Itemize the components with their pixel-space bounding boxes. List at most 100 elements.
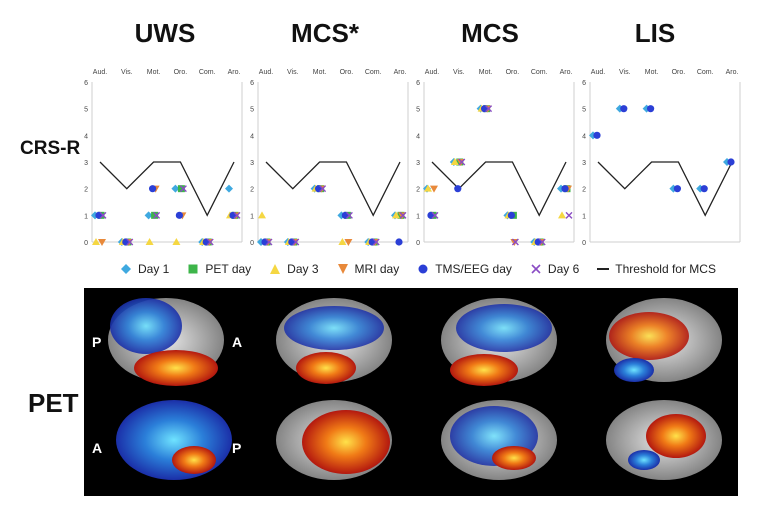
crs-r-axis-label: CRS-R [20, 138, 81, 159]
panel-1-tms-eeg-day-point-0 [261, 238, 269, 246]
legend-triangle-down-icon [337, 264, 348, 274]
panel-2-category-4: Com. [531, 69, 548, 76]
panel-title-uws: UWS [134, 18, 196, 48]
panel-1-ytick-1: 1 [250, 213, 254, 220]
panel-1-ytick-2: 2 [250, 187, 254, 194]
legend-item: TMS/EEG day [417, 262, 512, 276]
panel-3-ytick-6: 6 [582, 80, 586, 87]
panel-2-day-6-point-3 [511, 238, 519, 246]
panel-0-category-4: Com. [199, 69, 216, 76]
chart-legend: Day 1 PET day Day 3 MRI day TMS/EEG day Day 6… [120, 262, 716, 276]
panel-3-ytick-0: 0 [582, 240, 586, 247]
panel-3-ytick-5: 5 [582, 107, 586, 114]
panel-1-tms-eeg-day-point-4 [368, 238, 376, 246]
legend-label: Day 1 [138, 262, 170, 276]
panel-2-day-6-point-4 [538, 238, 546, 246]
panel-0-ytick-1: 1 [84, 213, 88, 220]
panel-2-day-3-point-1 [450, 158, 459, 165]
orientation-label-a-top: A [232, 334, 243, 350]
legend-marker-4 [418, 264, 428, 274]
panel-0-day-1-point-3 [171, 184, 180, 193]
panel-3-category-3: Oro. [672, 69, 686, 76]
panel-0-day-3-point-0 [92, 238, 100, 245]
panel-0-mri-day-point-0 [98, 239, 106, 246]
panel-0-category-1: Vis. [121, 69, 133, 76]
panel-3-ytick-2: 2 [582, 187, 586, 194]
panel-1-ytick-4: 4 [250, 133, 254, 140]
panel-1-tms-eeg-day-point-5 [395, 238, 403, 246]
panel-0-category-5: Aro. [228, 69, 241, 76]
panel-2-tms-eeg-day-point-0 [427, 211, 435, 219]
panel-0-day-6-point-3 [179, 185, 187, 193]
legend-label: Threshold for MCS [615, 262, 716, 276]
panel-0-pet-day-point-2 [151, 211, 159, 219]
panel-2-ytick-3: 3 [416, 160, 420, 167]
panel-2-ytick-1: 1 [416, 213, 420, 220]
panel-2-category-1: Vis. [453, 69, 465, 76]
legend-line-icon [597, 268, 610, 270]
panel-2-day-6-point-0 [431, 211, 439, 219]
panel-1-ytick-0: 0 [250, 240, 254, 247]
panel-2-category-3: Oro. [506, 69, 520, 76]
panel-1-category-5: Aro. [394, 69, 407, 76]
panel-2-ytick-6: 6 [416, 80, 420, 87]
panel-2-day-6-point-2 [485, 105, 493, 113]
panel-title-mcs: MCS [461, 18, 519, 48]
orientation-label-p-bottom: P [232, 440, 242, 456]
panel-3-ytick-3: 3 [582, 160, 586, 167]
panel-1-day-6-point-1 [292, 238, 300, 246]
panel-0-tms-eeg-day-point-1 [122, 238, 130, 246]
panel-0-ytick-2: 2 [84, 187, 88, 194]
panel-3-tms-eeg-day-point-3 [673, 185, 682, 193]
panel-0-ytick-0: 0 [84, 240, 88, 247]
legend-marker-5 [531, 264, 541, 274]
brain-mcs-lateral [441, 400, 557, 480]
legend-triangle-up-icon [270, 264, 281, 274]
panel-1-mri-day-point-3 [344, 239, 353, 246]
panel-0-category-2: Mot. [147, 69, 161, 76]
panel-2-tms-eeg-day-point-4 [534, 238, 542, 246]
panel-1-day-3-point-5 [392, 211, 400, 219]
panel-0-tms-eeg-day-point-0 [95, 211, 103, 219]
panel-2-day-3-point-0 [424, 184, 432, 192]
legend-item: Day 3 [269, 262, 319, 276]
panel-title-lis: LIS [634, 18, 676, 48]
brain-uws-lateral [116, 400, 232, 480]
brain-lis-lateral [606, 400, 722, 480]
panel-3-tms-eeg-day-point-0 [593, 131, 601, 139]
panel-0-day-6-point-4 [206, 238, 214, 246]
legend-label: MRI day [354, 262, 400, 276]
panel-1-threshold-line [265, 161, 401, 217]
panel-3-category-4: Com. [697, 69, 714, 76]
panel-3-tms-eeg-day-point-1 [620, 105, 628, 113]
legend-marker-1 [188, 264, 198, 274]
panel-2-category-5: Aro. [560, 69, 573, 76]
legend-item: MRI day [337, 262, 400, 276]
panel-0-ytick-3: 3 [84, 160, 88, 167]
pet-image-panel: P A A P [84, 288, 738, 496]
legend-circle-icon [418, 264, 428, 274]
panel-2-tms-eeg-day-point-1 [454, 185, 462, 193]
panel-2-tms-eeg-day-point-2 [481, 105, 489, 113]
panel-1-category-0: Aud. [259, 69, 273, 76]
panel-0-ytick-5: 5 [84, 107, 88, 114]
panel-1-category-4: Com. [365, 69, 382, 76]
legend-marker-2 [270, 264, 281, 274]
panel-0-threshold-line [99, 161, 235, 217]
panel-3-threshold-line [597, 161, 733, 217]
legend-marker-0 [121, 264, 131, 274]
legend-label: Day 6 [547, 262, 580, 276]
orientation-label-p-top: P [92, 334, 102, 350]
brain-uws-sagittal [108, 298, 224, 386]
crs-r-plots: 0 1 2 3 4 5 6 Aud. Vis. Mot. Oro. Com. Aro. 0 1 2 3 4 5 6 Au… [84, 69, 741, 247]
panel-1-day-6-point-2 [319, 185, 327, 193]
panel-2-threshold-line [431, 161, 567, 217]
pet-row-label: PET [28, 388, 79, 418]
panel-2-category-2: Mot. [479, 69, 493, 76]
panel-3-tms-eeg-day-point-5 [727, 158, 735, 166]
panel-1-tms-eeg-day-point-2 [315, 185, 323, 193]
panel-2-day-3-point-5 [558, 211, 566, 219]
pet-brain-images [108, 298, 722, 480]
brain-mcs-sagittal [441, 298, 557, 386]
legend-x-icon [531, 264, 541, 274]
